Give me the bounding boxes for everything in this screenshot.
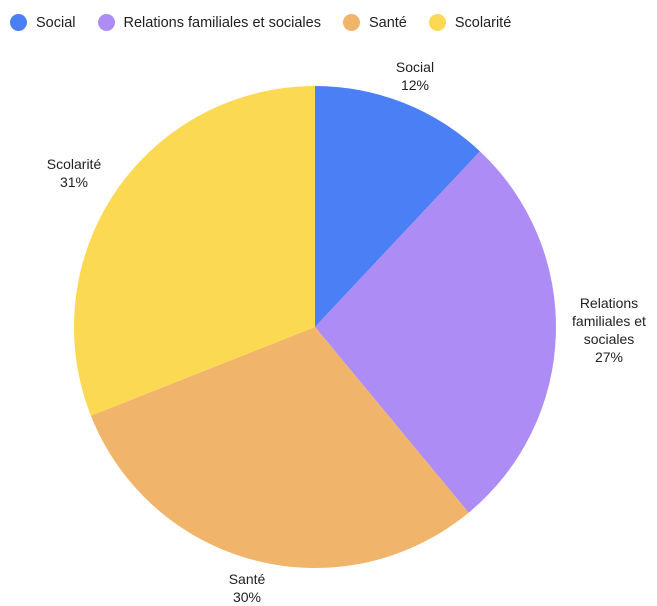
pie-slice-sante[interactable] [90,327,469,568]
legend-label-relations: Relations familiales et sociales [123,14,321,31]
legend-swatch-scolarite [428,14,446,31]
slice-name-sante: Santé [229,571,266,587]
slice-value-scolarite: 31% [60,174,88,190]
legend-label-scolarite: Scolarité [454,14,512,31]
slice-value-social: 12% [401,77,429,93]
slice-value-sante: 30% [233,589,261,605]
pie-slice-relations[interactable] [315,151,556,513]
slice-label-relations: Relations familiales et sociales 27% [572,295,646,365]
legend-swatch-relations [97,14,115,31]
slice-label-social: Social 12% [396,59,434,93]
slice-name-scolarite: Scolarité [47,156,102,172]
chart-legend: Social Relations familiales et sociales … [10,14,533,31]
pie-slice-social[interactable] [315,86,480,327]
pie-slice-scolarite[interactable] [73,86,316,416]
legend-label-sante: Santé [368,14,407,31]
legend-item-sante[interactable]: Santé [342,14,407,31]
legend-item-social[interactable]: Social [10,14,76,31]
legend-swatch-sante [342,14,360,31]
slice-value-relations: 27% [595,349,623,365]
legend-item-relations[interactable]: Relations familiales et sociales [97,14,321,31]
slice-name-relations: familiales et [572,313,646,329]
legend-label-social: Social [36,14,76,31]
slice-label-scolarite: Scolarité 31% [47,156,102,190]
slice-label-sante: Santé 30% [229,571,266,605]
legend-swatch-social [10,14,27,31]
legend-item-scolarite[interactable]: Scolarité [428,14,512,31]
slice-name-social: Social [396,59,434,75]
slice-name-relations: Relations [580,295,638,311]
slice-name-relations: sociales [584,331,635,347]
